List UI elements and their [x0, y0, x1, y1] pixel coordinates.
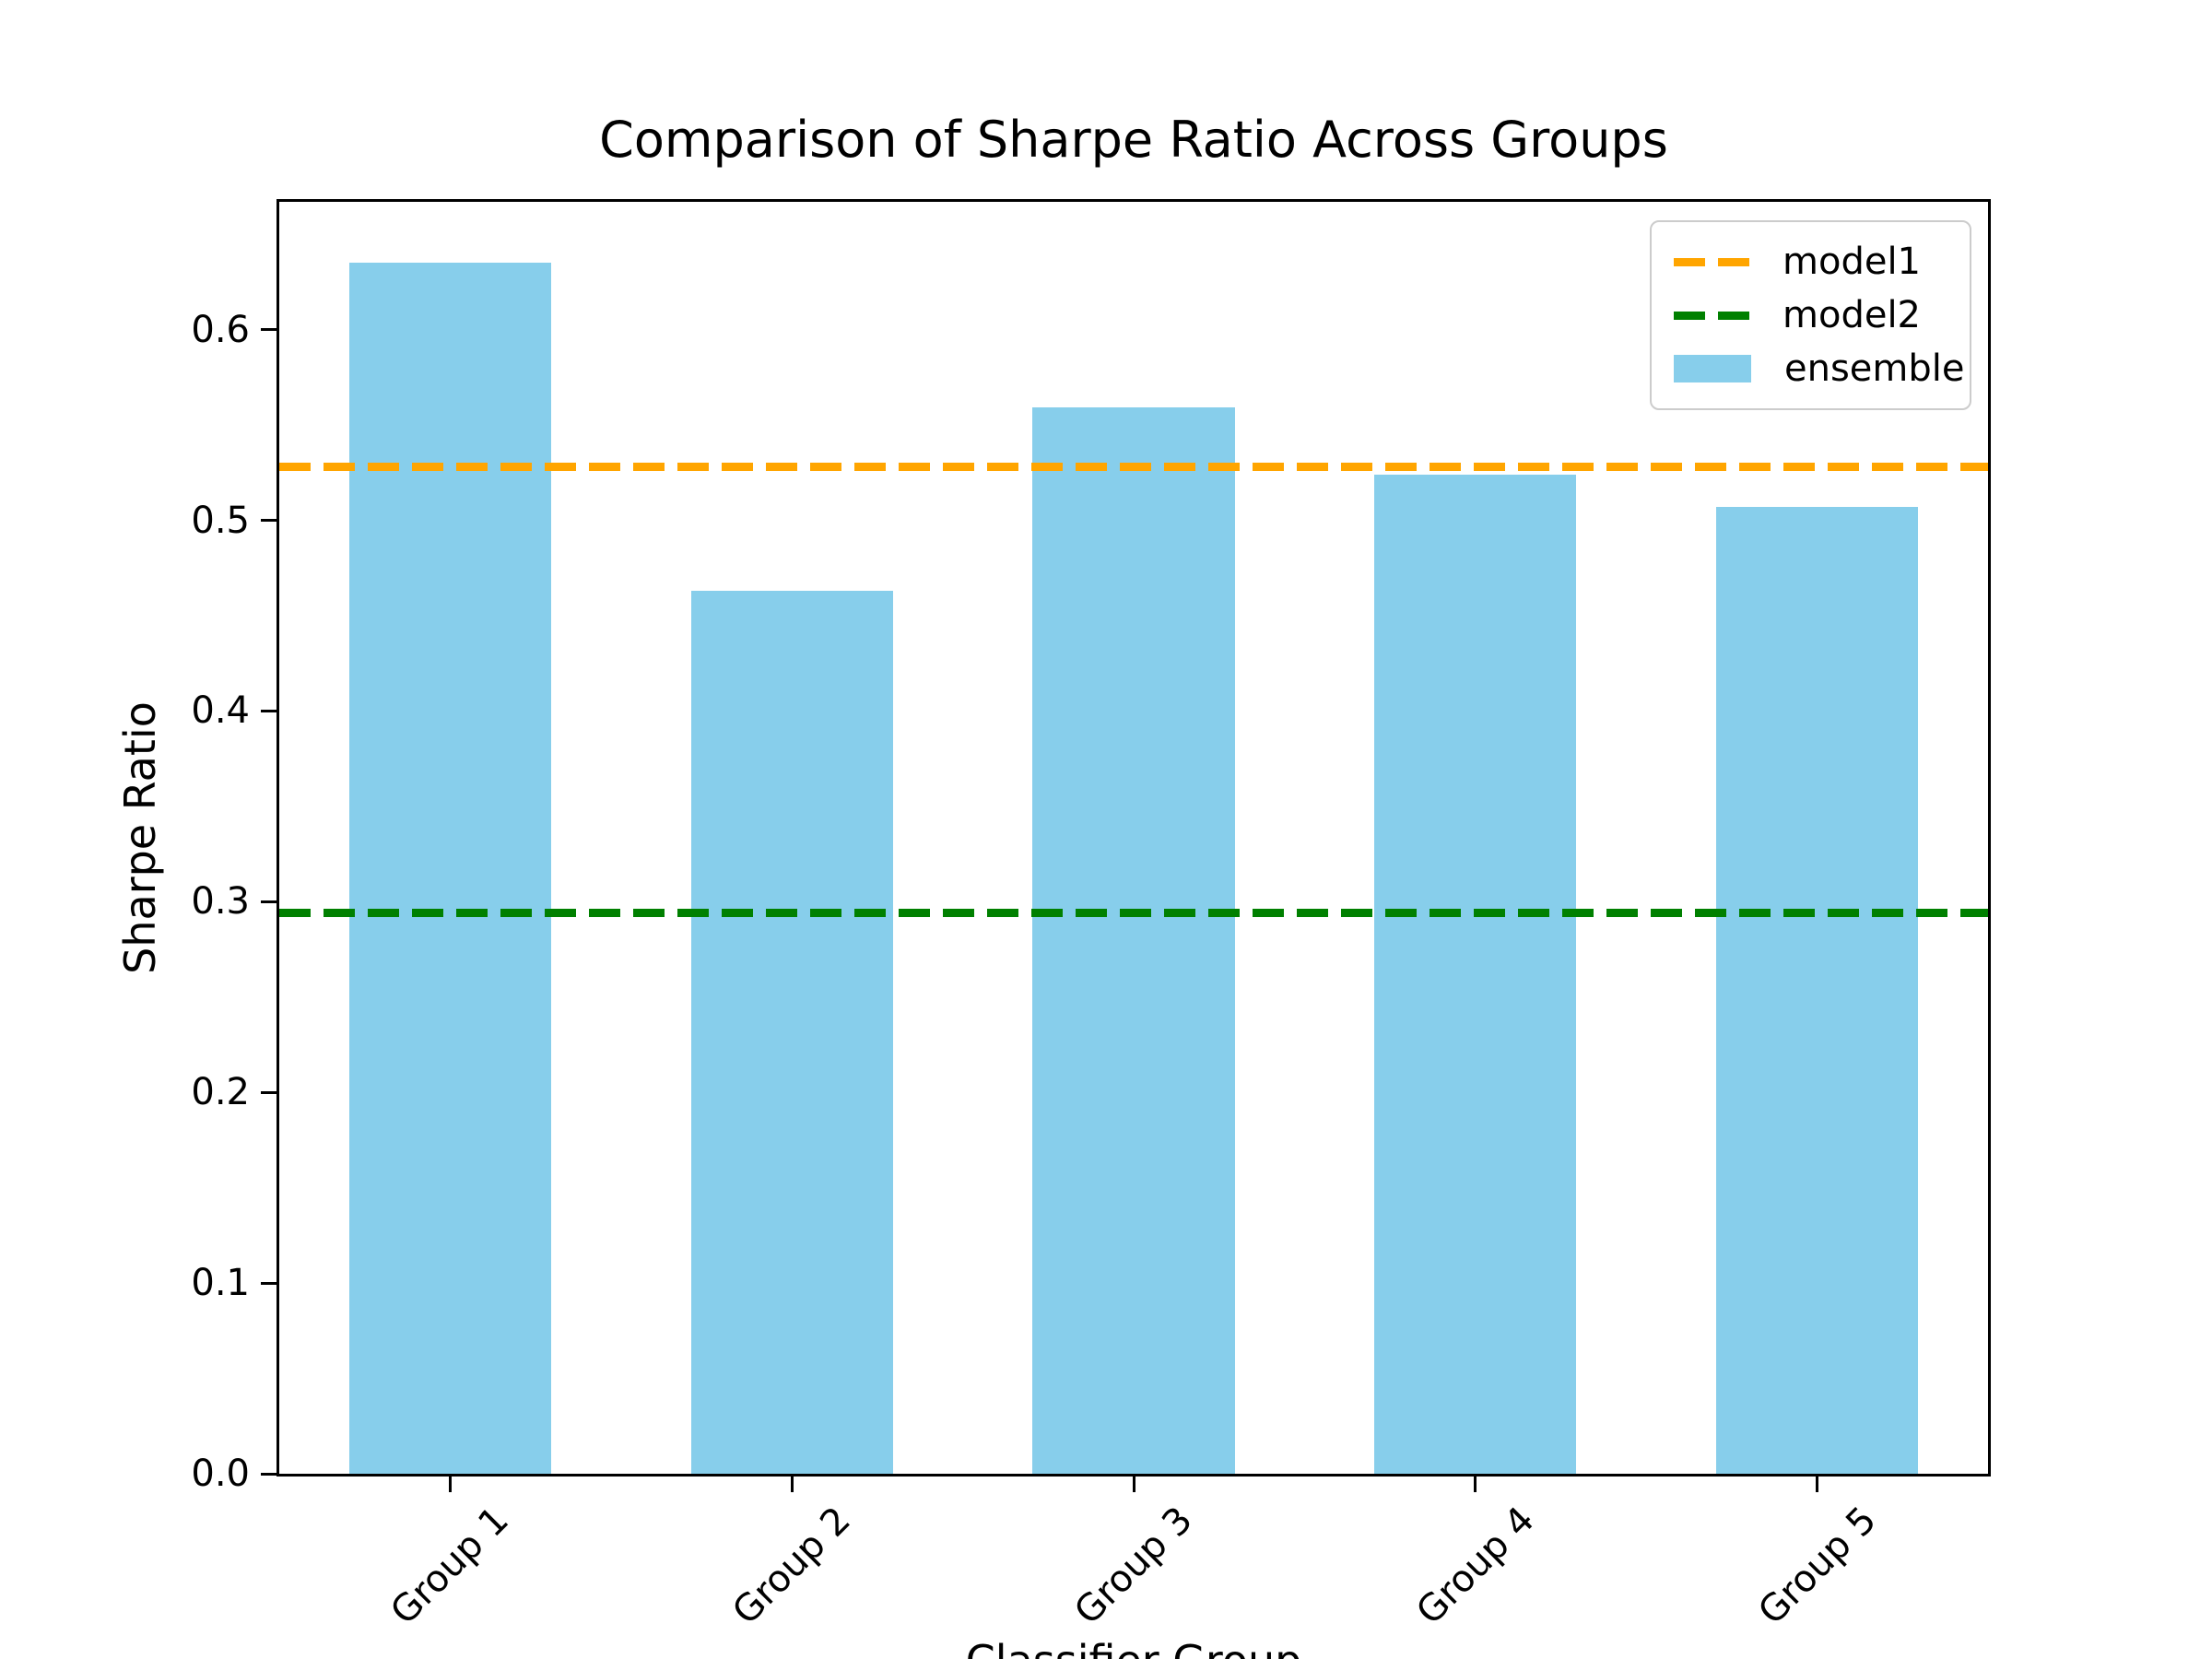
- chart-title: Comparison of Sharpe Ratio Across Groups: [599, 111, 1668, 169]
- x-tick-label-group-2: Group 2: [724, 1499, 860, 1633]
- y-axis-label: Sharpe Ratio: [115, 701, 165, 974]
- y-tick-label: 0.4: [191, 689, 250, 733]
- x-tick-mark: [1816, 1477, 1819, 1492]
- y-tick-label: 0.5: [191, 499, 250, 542]
- y-tick-label: 0.1: [191, 1262, 250, 1305]
- x-tick-mark: [1132, 1477, 1135, 1492]
- legend-label-ensemble: ensemble: [1784, 347, 1965, 390]
- x-tick-label-group-3: Group 3: [1066, 1499, 1201, 1633]
- y-tick-mark: [261, 1090, 276, 1094]
- y-tick-mark: [261, 900, 276, 903]
- bar-group-4: [1374, 474, 1577, 1474]
- x-axis-label: Classifier Group: [276, 1636, 1991, 1659]
- plot-area: Group 1 Group 2 Group 3 Group 4 Group 5 0.0 0.…: [191, 199, 1991, 1633]
- legend-row-model1: model1: [1674, 235, 1970, 288]
- y-tick-mark: [261, 1281, 276, 1285]
- legend-row-ensemble: ensemble: [1674, 342, 1970, 395]
- y-tick-mark: [261, 519, 276, 523]
- legend-patch-sample-ensemble: [1674, 355, 1751, 382]
- x-tick-label-group-5: Group 5: [1749, 1499, 1885, 1633]
- legend-label-model1: model1: [1783, 241, 1921, 283]
- legend-label-model2: model2: [1783, 294, 1921, 336]
- bar-group-3: [1032, 407, 1235, 1474]
- y-tick-label: 0.2: [191, 1071, 250, 1114]
- y-tick-label: 0.0: [191, 1453, 250, 1495]
- x-tick-mark: [448, 1477, 452, 1492]
- y-tick-label: 0.6: [191, 308, 250, 351]
- y-tick-mark: [261, 1472, 276, 1476]
- y-tick-label: 0.3: [191, 880, 250, 924]
- y-tick-mark: [261, 709, 276, 712]
- legend: model1 model2 ensemble: [1650, 220, 1971, 410]
- bar-group-2: [690, 591, 893, 1474]
- legend-dashed-line-sample-model1: [1674, 257, 1749, 266]
- x-tick-label-group-4: Group 4: [1407, 1499, 1543, 1633]
- hline-model2: [279, 909, 1988, 918]
- bar-group-5: [1715, 507, 1919, 1474]
- x-tick-label-group-1: Group 1: [382, 1499, 518, 1633]
- x-tick-mark: [1474, 1477, 1477, 1492]
- bar-group-1: [348, 263, 552, 1474]
- x-tick-mark: [790, 1477, 794, 1492]
- hline-model1: [279, 463, 1988, 472]
- y-tick-mark: [261, 328, 276, 332]
- legend-rows: model1 model2 ensemble: [1674, 235, 1970, 395]
- legend-dashed-line-sample-model2: [1674, 311, 1749, 320]
- legend-row-model2: model2: [1674, 288, 1970, 342]
